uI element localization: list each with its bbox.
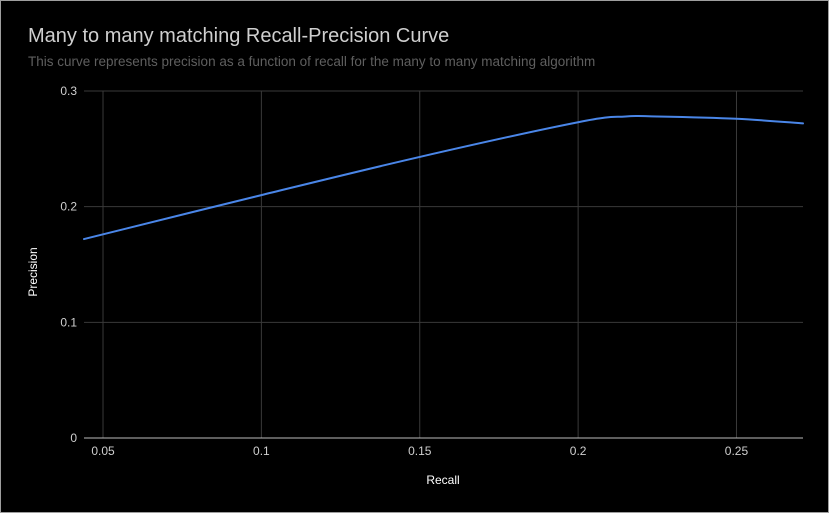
x-tick-label: 0.1 bbox=[253, 444, 270, 458]
y-tick-label: 0.2 bbox=[60, 200, 77, 214]
y-tick-label: 0 bbox=[70, 431, 77, 445]
y-axis-label: Precision bbox=[26, 247, 40, 296]
y-tick-label: 0.3 bbox=[60, 84, 77, 98]
x-tick-label: 0.2 bbox=[570, 444, 587, 458]
series-layer bbox=[83, 114, 804, 241]
grid-lines bbox=[84, 90, 803, 438]
x-tick-label: 0.15 bbox=[408, 444, 432, 458]
chart-subtitle: This curve represents precision as a fun… bbox=[28, 54, 596, 69]
tick-labels: 0.05 0.1 0.15 0.2 0.25 0 0.1 0.2 0.3 bbox=[60, 84, 748, 458]
x-axis-label: Recall bbox=[426, 473, 459, 487]
series-line bbox=[83, 114, 804, 241]
x-tick-label: 0.05 bbox=[91, 444, 115, 458]
chart-title: Many to many matching Recall-Precision C… bbox=[28, 25, 450, 47]
y-tick-label: 0.1 bbox=[60, 315, 77, 329]
x-tick-label: 0.25 bbox=[725, 444, 749, 458]
